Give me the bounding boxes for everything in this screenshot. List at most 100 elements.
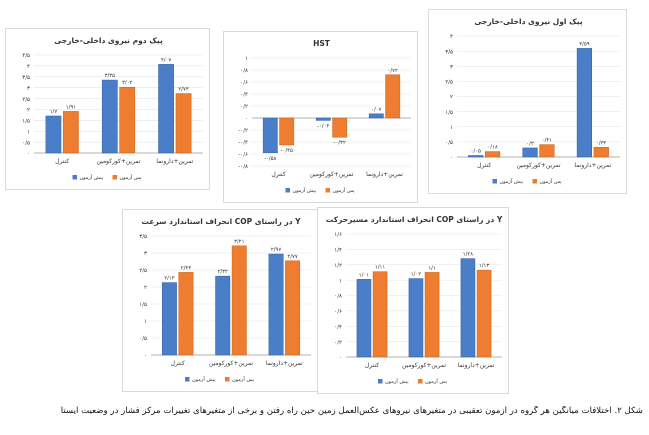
bar-after [285, 260, 301, 356]
y-tick-label: ۰/۸ [334, 294, 342, 300]
bar-after [332, 117, 348, 138]
chart-panel-copvel: انحراف استاندارد سرعت COP در راستای Y ۰ ۰/… [122, 209, 318, 392]
data-label: ۰/۰۷ [371, 107, 381, 113]
bar-after [175, 93, 192, 154]
y-tick-label: ۰/۲ [240, 104, 248, 110]
x-tick-label: تمرین+دارونما [266, 360, 303, 367]
legend-label-before: پیش آزمون [80, 174, 104, 181]
data-label: ۰/۰۵ [471, 148, 481, 154]
y-tick-label: ۰/۶ [334, 309, 342, 315]
legend-label-after: پس آزمون [425, 378, 448, 385]
bar-after [476, 269, 492, 358]
data-label: ۲/۷۳ [178, 87, 188, 93]
data-label: ۰/۷۲ [388, 68, 398, 74]
y-tick-label: ۴ [450, 34, 453, 40]
data-label: ۴/۰۷ [161, 57, 171, 63]
bar-after [539, 144, 555, 158]
bar-before [215, 275, 231, 356]
bar-after [372, 271, 388, 358]
y-tick-label: ۳/۵ [139, 234, 147, 240]
data-label: ۱/۷ [50, 109, 58, 115]
chart-title: پیک اول نیروی داخلی-خارجی [474, 17, 583, 26]
data-label: ۳/۰۲ [122, 80, 132, 86]
y-tick-label: ۰/۲ [334, 340, 342, 346]
y-tick-label: ۰ [339, 355, 342, 361]
data-label: -۰/۵۸ [264, 156, 276, 162]
y-tick-label: ۲ [144, 285, 147, 291]
y-tick-label: ۱ [144, 319, 147, 325]
chart-peak2: پیک دوم نیروی داخلی-خارجی ۰ ۰/۵ ۱ ۱/۵ ۲ ۲/۵ ۳ ۳/… [22, 36, 203, 181]
y-tick-label: ۱ [27, 129, 30, 135]
data-label: ۰/۴۱ [542, 138, 552, 144]
bar-after [119, 86, 136, 154]
x-tick-label: تمرین+کورکومین [209, 360, 253, 367]
x-tick-label: تمرین+دارونما [366, 171, 403, 178]
data-label: ۲/۷۷ [287, 254, 297, 260]
y-tick-label: ۰/۴ [334, 324, 342, 330]
y-tick-label: ۱/۵ [445, 110, 453, 116]
legend-swatch-before [378, 379, 383, 384]
y-tick-label: ۲ [27, 108, 30, 114]
bar-before [45, 115, 62, 154]
bar-before [522, 147, 538, 158]
y-tick-label: ۱/۶ [334, 232, 342, 238]
bar-after [178, 272, 194, 356]
data-label: ۰/۱۸ [487, 145, 497, 151]
data-label: -۰/۰۴ [317, 123, 329, 129]
bar-before [356, 279, 372, 358]
y-tick-label: ۰ [144, 353, 147, 359]
x-tick-label: تمرین+دارونما [458, 362, 495, 369]
bar-after [231, 245, 247, 356]
y-tick-label: ۳/۵ [22, 75, 30, 81]
chart-copvel: انحراف استاندارد سرعت COP در راستای Y ۰ ۰/… [139, 217, 311, 383]
bar-after [593, 147, 609, 158]
data-label: ۰/۳۲ [596, 140, 606, 146]
legend-swatch-before [185, 377, 190, 382]
legend-label-before: پیش آزمون [500, 178, 524, 185]
bar-before [158, 64, 174, 154]
y-tick-label: ۳ [144, 251, 147, 257]
legend-swatch-after [225, 377, 230, 382]
y-tick-label: -۰/۲ [238, 128, 248, 134]
x-tick-label: تمرین+کورکومین [516, 162, 560, 169]
y-tick-label: ۲ [450, 95, 453, 101]
y-tick-label: ۰/۵ [445, 140, 453, 146]
y-tick-label: ۳ [450, 64, 453, 70]
data-label: ۲/۳۲ [218, 269, 228, 275]
bar-before [262, 117, 278, 154]
bar-after [485, 151, 501, 158]
x-tick-label: کنترل [477, 162, 491, 169]
bar-after [63, 111, 79, 154]
y-tick-label: ۰/۸ [240, 68, 248, 74]
bar-before [468, 155, 484, 158]
x-tick-label: کنترل [271, 171, 285, 178]
legend-label-before: پیش آزمون [385, 378, 409, 385]
y-tick-label: ۰ [245, 116, 248, 122]
y-tick-label: ۰/۵ [139, 336, 147, 342]
legend-label-after: پس آزمون [540, 178, 563, 185]
y-tick-label: ۲/۵ [139, 268, 147, 274]
y-tick-label: ۱/۵ [139, 302, 147, 308]
data-label: ۱/۰۱ [359, 272, 369, 278]
data-label: ۱/۰۲ [411, 272, 421, 278]
legend-label-before: پیش آزمون [192, 376, 216, 383]
x-tick-label: تمرین+دارونما [574, 162, 611, 169]
data-label: ۳/۲۱ [234, 239, 244, 245]
chart-copdev: انحراف استاندارد مسیرحرکت COP در راستای … [326, 215, 503, 385]
data-label: ۳/۵۹ [579, 41, 589, 47]
bar-after [424, 272, 440, 358]
data-label: ۰/۳ [526, 141, 534, 147]
y-tick-label: ۳ [27, 86, 30, 92]
x-tick-label: کنترل [55, 158, 69, 165]
y-tick-label: ۴ [27, 64, 30, 70]
chart-panel-hst: HST -۰/۸ -۰/۶ -۰/۴ -۰/۲ ۰ ۰/۲ ۰/۴ ۰/۶ ۰/۸ ۱ -۰/۵۸ -۰… [223, 31, 418, 203]
data-label: ۲/۱۳ [164, 276, 174, 282]
data-label: ۱/۱۳ [479, 263, 489, 269]
y-tick-label: ۲/۵ [445, 80, 453, 86]
bar-before [576, 48, 592, 158]
x-tick-label: تمرین+کورکومین [96, 158, 140, 165]
x-tick-label: کنترل [171, 360, 185, 367]
chart-title: انحراف استاندارد سرعت COP در راستای Y [141, 217, 301, 226]
y-tick-label: ۰/۶ [240, 80, 248, 86]
chart-hst: HST -۰/۸ -۰/۶ -۰/۴ -۰/۲ ۰ ۰/۲ ۰/۴ ۰/۶ ۰/۸ ۱ -۰/۵۸ -۰… [238, 39, 411, 194]
